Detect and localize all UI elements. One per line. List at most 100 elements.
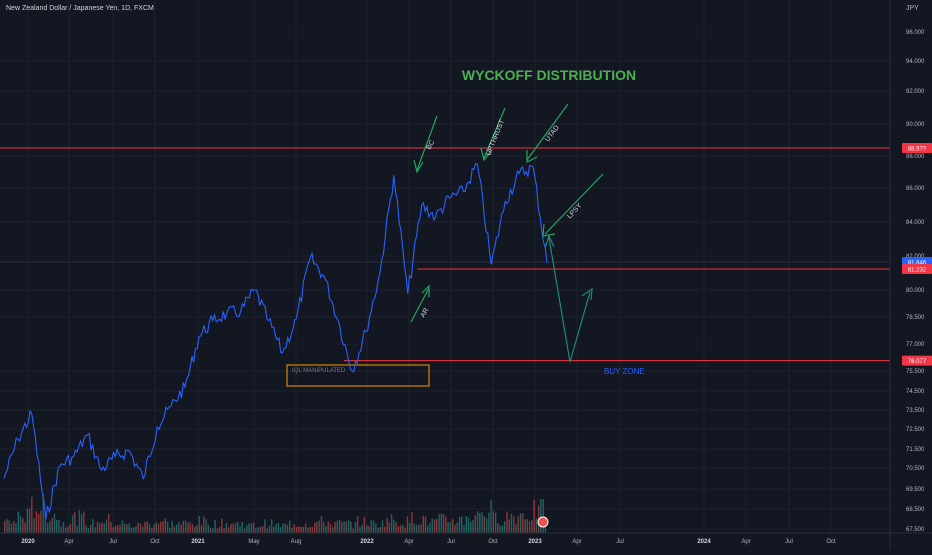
price-series bbox=[3, 162, 548, 520]
manipulation-box-rect bbox=[286, 364, 430, 387]
volume-bar bbox=[180, 524, 182, 533]
volume-bar bbox=[422, 515, 424, 533]
volume-bar bbox=[228, 527, 230, 533]
volume-bar bbox=[388, 522, 390, 533]
volume-bar bbox=[74, 512, 76, 533]
volume-bar bbox=[504, 521, 506, 533]
volume-bar bbox=[533, 499, 535, 533]
volume-bar bbox=[526, 519, 528, 533]
time-axis[interactable]: 2020 Apr Jul Oct 2021 May Aug 2022 Apr Jul Oct 2023… bbox=[0, 532, 932, 545]
volume-bar bbox=[239, 525, 241, 533]
lpsy-label: LPSY bbox=[566, 202, 583, 220]
volume-bar bbox=[535, 518, 538, 533]
price-tick-label: 86.000 bbox=[906, 186, 925, 192]
upthrust-arrow-head bbox=[480, 147, 492, 162]
volume-bar bbox=[15, 523, 17, 533]
volume-bar bbox=[515, 524, 517, 533]
time-tick-label: Oct bbox=[488, 539, 498, 545]
volume-bar bbox=[354, 522, 357, 533]
annotations: WYCKOFF DISTRIBUTION BC UPTHRUST UTAD LP… bbox=[410, 67, 645, 528]
volume-bar bbox=[409, 522, 411, 533]
volume-bar bbox=[470, 521, 472, 533]
volume-bar bbox=[264, 519, 266, 533]
volume-bar bbox=[390, 514, 393, 533]
volume-bar bbox=[58, 519, 60, 533]
volume-bar bbox=[485, 518, 488, 533]
bc-label: BC bbox=[426, 139, 437, 151]
volume-bar bbox=[139, 523, 142, 533]
volume-bar bbox=[393, 519, 395, 533]
ar-arrow bbox=[410, 287, 430, 323]
volume-bar bbox=[452, 518, 454, 533]
volume-bar bbox=[268, 525, 271, 533]
time-tick-label: 2021 bbox=[191, 539, 205, 545]
volume-bar bbox=[4, 520, 6, 533]
volume-bar bbox=[164, 518, 166, 533]
volume-bar bbox=[205, 519, 207, 533]
volume-bar bbox=[87, 528, 90, 533]
volume-bar bbox=[248, 523, 250, 533]
volume-bar bbox=[440, 513, 443, 533]
volume-bar bbox=[381, 520, 384, 533]
volume-bar bbox=[517, 516, 519, 533]
volume-bar bbox=[117, 525, 119, 533]
volume-bar bbox=[352, 528, 354, 533]
volume-bar bbox=[101, 522, 103, 533]
price-axis[interactable]: 96.000 94.000 92.000 90.000 88.000 86.000 84.0… bbox=[889, 0, 925, 550]
volume-bar bbox=[492, 511, 495, 533]
volume-bar bbox=[343, 521, 345, 533]
volume-bar bbox=[461, 516, 463, 533]
volume-bar bbox=[160, 521, 162, 533]
volume-bar bbox=[356, 516, 359, 533]
volume-bar bbox=[241, 522, 243, 533]
volume-bar bbox=[379, 527, 381, 533]
volume-bar bbox=[49, 521, 51, 533]
volume-bar bbox=[146, 521, 148, 533]
event-marker-icon[interactable] bbox=[537, 516, 549, 528]
volume-bar bbox=[189, 522, 191, 533]
volume-bar bbox=[78, 510, 81, 533]
volume-bar bbox=[69, 524, 71, 533]
upthrust-arrow bbox=[483, 107, 506, 159]
volume-bar bbox=[334, 522, 336, 533]
volume-bar bbox=[418, 524, 420, 533]
volume-bar bbox=[377, 527, 379, 533]
volume-bar bbox=[447, 522, 449, 533]
volume-bar bbox=[415, 524, 418, 533]
volume-bar bbox=[404, 527, 406, 533]
volume-bar bbox=[361, 524, 363, 533]
projection-head-end bbox=[581, 287, 593, 301]
projection-head-top bbox=[544, 234, 555, 249]
volume-bar bbox=[214, 520, 216, 533]
volume-bar bbox=[397, 526, 400, 533]
volume-bar bbox=[341, 522, 343, 533]
bc-arrow bbox=[416, 115, 438, 171]
volume-bar bbox=[442, 514, 445, 533]
volume-bar bbox=[28, 508, 31, 533]
price-tick-label: 71.500 bbox=[906, 447, 925, 453]
volume-bar bbox=[524, 519, 526, 533]
volume-bar bbox=[216, 528, 219, 533]
volume-bar bbox=[454, 524, 456, 533]
volume-bar bbox=[175, 524, 178, 533]
volume-bar bbox=[289, 520, 291, 533]
volume-bar bbox=[243, 528, 246, 533]
volume-bar bbox=[218, 526, 221, 533]
price-tick-label: 75.500 bbox=[906, 369, 925, 375]
volume-bar bbox=[474, 515, 476, 533]
volume-bar bbox=[531, 520, 533, 533]
volume-bar bbox=[522, 513, 524, 533]
volume-bars bbox=[4, 493, 547, 533]
volume-bar bbox=[110, 522, 112, 533]
volume-bar bbox=[338, 520, 341, 533]
volume-bar bbox=[513, 516, 515, 533]
volume-bar bbox=[316, 521, 318, 533]
volume-bar bbox=[114, 525, 117, 533]
volume-bar bbox=[420, 524, 422, 533]
volume-bar bbox=[209, 527, 212, 533]
price-tick-label: 90.000 bbox=[906, 122, 925, 128]
volume-bar bbox=[332, 527, 334, 533]
